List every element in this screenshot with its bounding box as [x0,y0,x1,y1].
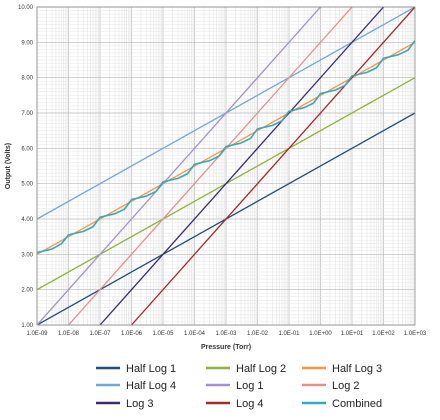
y-tick-label: 4.00 [21,217,33,223]
legend-label: Log 1 [236,380,264,392]
tick-labels: 1.0E-09 1.0E-08 1.0E-07 1.0E-06 1.0E-05 1.0E-… [18,5,427,337]
legend-item: Log 3 [96,398,154,410]
legend-label: Half Log 3 [332,363,382,375]
y-tick-label: 3.00 [21,252,33,258]
legend-label: Half Log 1 [126,363,176,375]
x-tick-label: 1.0E-08 [58,331,80,337]
legend-item: Log 1 [206,380,264,392]
series-line-log-1 [37,7,321,325]
series-line-combined [37,40,415,254]
x-tick-label: 1.0E-04 [184,331,206,337]
x-axis-title: Pressure (Torr) [201,344,251,351]
series-layer [37,7,415,325]
legend-label: Combined [332,398,382,410]
plot-border [36,6,416,326]
y-tick-label: 10.00 [18,5,34,11]
x-tick-label: 1.0E-03 [215,331,237,337]
legend-label: Log 2 [332,380,360,392]
x-tick-label: 1.0E-02 [247,331,269,337]
legend-label: Half Log 4 [126,380,176,392]
legend: Half Log 1 Half Log 2 Half Log 3 Half Log 4… [96,363,382,410]
x-tick-label: 1.0E+00 [309,331,332,337]
x-tick-label: 1.0E+02 [372,331,395,337]
x-tick-label: 1.0E-01 [278,331,300,337]
legend-label: Half Log 2 [236,363,286,375]
y-tick-label: 5.00 [21,182,33,188]
y-tick-label: 7.00 [21,111,33,117]
x-tick-label: 1.0E-09 [26,331,48,337]
legend-item: Log 2 [302,380,360,392]
legend-item: Half Log 4 [96,380,176,392]
y-tick-label: 9.00 [21,40,33,46]
series-line-log-4 [131,7,415,325]
y-tick-label: 6.00 [21,146,33,152]
y-axis-title: Output (Volts) [5,143,12,189]
x-tick-label: 1.0E-07 [89,331,111,337]
x-tick-label: 1.0E+03 [404,331,427,337]
legend-label: Log 4 [236,398,264,410]
x-tick-label: 1.0E-06 [121,331,143,337]
legend-item: Log 4 [206,398,264,410]
grid-lines [36,6,415,326]
legend-item: Half Log 1 [96,363,176,375]
y-tick-label: 1.00 [21,323,33,329]
x-tick-label: 1.0E-05 [152,331,174,337]
legend-label: Log 3 [126,398,154,410]
legend-item: Half Log 2 [206,363,286,375]
legend-item: Half Log 3 [302,363,382,375]
y-tick-label: 8.00 [21,76,33,82]
series-line-log-3 [99,7,384,325]
series-line-log-2 [68,7,353,325]
x-tick-label: 1.0E+01 [341,331,364,337]
y-tick-label: 2.00 [21,288,33,294]
legend-item: Combined [302,398,382,410]
